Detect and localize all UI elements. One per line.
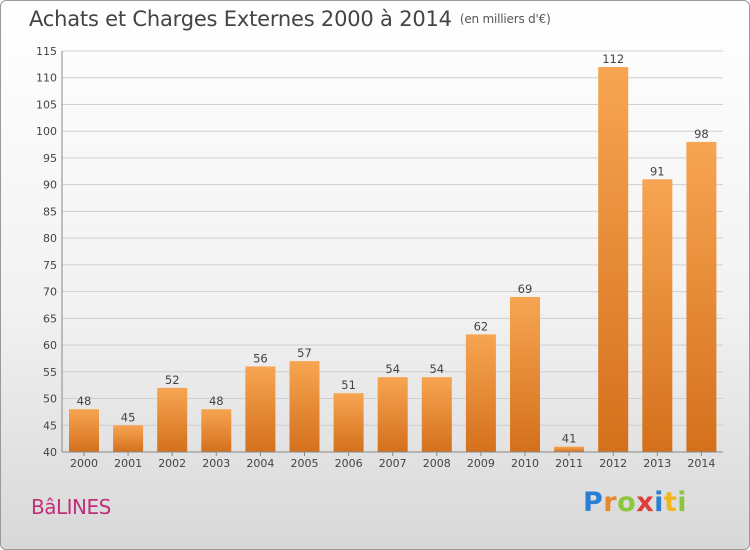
x-tick-label: 2002	[158, 457, 186, 470]
y-tick-label: 45	[43, 419, 57, 432]
y-tick-label: 75	[43, 259, 57, 272]
bar	[333, 393, 364, 452]
logo-letter: r	[603, 487, 618, 518]
y-tick-label: 100	[36, 125, 57, 138]
bar-value-label: 54	[385, 362, 400, 376]
x-tick-label: 2005	[291, 457, 319, 470]
y-tick-label: 105	[36, 98, 57, 111]
bar-value-label: 56	[253, 351, 268, 365]
y-tick-label: 65	[43, 312, 57, 325]
y-tick-label: 55	[43, 366, 57, 379]
x-tick-label: 2014	[687, 457, 715, 470]
bar-layer: 48 45 52 48 56 57 51 54 54 62 69 41 112 91 98	[69, 52, 717, 453]
bar	[113, 425, 144, 452]
bar-value-label: 51	[341, 378, 356, 392]
y-tick-label: 40	[43, 446, 57, 459]
x-tick-label: 2007	[379, 457, 407, 470]
chart-title: Achats et Charges Externes 2000 à 2014 (e…	[29, 7, 551, 31]
bar	[245, 366, 276, 452]
bar	[686, 141, 717, 453]
x-tick-label: 2010	[511, 457, 539, 470]
bar	[465, 334, 496, 452]
y-tick-label: 115	[36, 45, 57, 58]
bar-value-label: 54	[429, 362, 444, 376]
logo-letter: o	[617, 487, 637, 518]
x-tick-label: 2009	[467, 457, 495, 470]
y-tick-label: 90	[43, 179, 57, 192]
y-tick-label: 110	[36, 72, 57, 85]
proxiti-logo[interactable]: Proxiti	[583, 487, 687, 518]
bar	[377, 377, 408, 452]
logo-letter: t	[663, 487, 678, 518]
bar	[157, 387, 188, 452]
chart-unit: (en milliers d'€)	[459, 12, 551, 26]
bar-value-label: 69	[518, 282, 533, 296]
x-tick-label: 2000	[70, 457, 98, 470]
chart-title-text: Achats et Charges Externes 2000 à 2014	[29, 7, 452, 31]
bar	[289, 361, 320, 452]
x-tick-label: 2011	[555, 457, 583, 470]
y-tick-label: 50	[43, 393, 57, 406]
bar-value-label: 57	[297, 346, 312, 360]
logo-letter: x	[636, 487, 655, 518]
x-tick-label: 2001	[114, 457, 142, 470]
x-tick-label: 2003	[202, 457, 230, 470]
bar-value-label: 45	[121, 410, 136, 424]
x-tick-label: 2013	[643, 457, 671, 470]
bar-value-label: 62	[474, 319, 489, 333]
bar-value-label: 48	[209, 394, 224, 408]
bar	[201, 409, 232, 452]
axis-layer: 40 45 50 55 60 65 70 75 80 85 90 95 100 105 110 115 2000…	[36, 45, 723, 470]
bar	[554, 446, 585, 452]
logo-letter: i	[677, 487, 688, 518]
x-tick-label: 2012	[599, 457, 627, 470]
y-tick-label: 85	[43, 205, 57, 218]
bar-value-label: 112	[602, 52, 624, 66]
y-tick-label: 70	[43, 286, 57, 299]
commune-name: BâLINES	[31, 495, 111, 519]
bar	[598, 67, 629, 452]
y-tick-label: 95	[43, 152, 57, 165]
y-tick-label: 60	[43, 339, 57, 352]
bar-value-label: 91	[650, 164, 665, 178]
logo-letter: i	[654, 487, 664, 518]
bar	[642, 179, 673, 452]
bar-value-label: 48	[77, 394, 92, 408]
x-tick-label: 2004	[246, 457, 274, 470]
x-tick-label: 2008	[423, 457, 451, 470]
bar-value-label: 41	[562, 432, 577, 446]
bar	[421, 377, 452, 452]
y-tick-label: 80	[43, 232, 57, 245]
logo-letter: P	[583, 487, 604, 518]
bar-value-label: 52	[165, 373, 180, 387]
bar	[69, 409, 99, 452]
bar-value-label: 98	[694, 127, 709, 141]
x-tick-label: 2006	[335, 457, 363, 470]
bar	[510, 296, 540, 452]
